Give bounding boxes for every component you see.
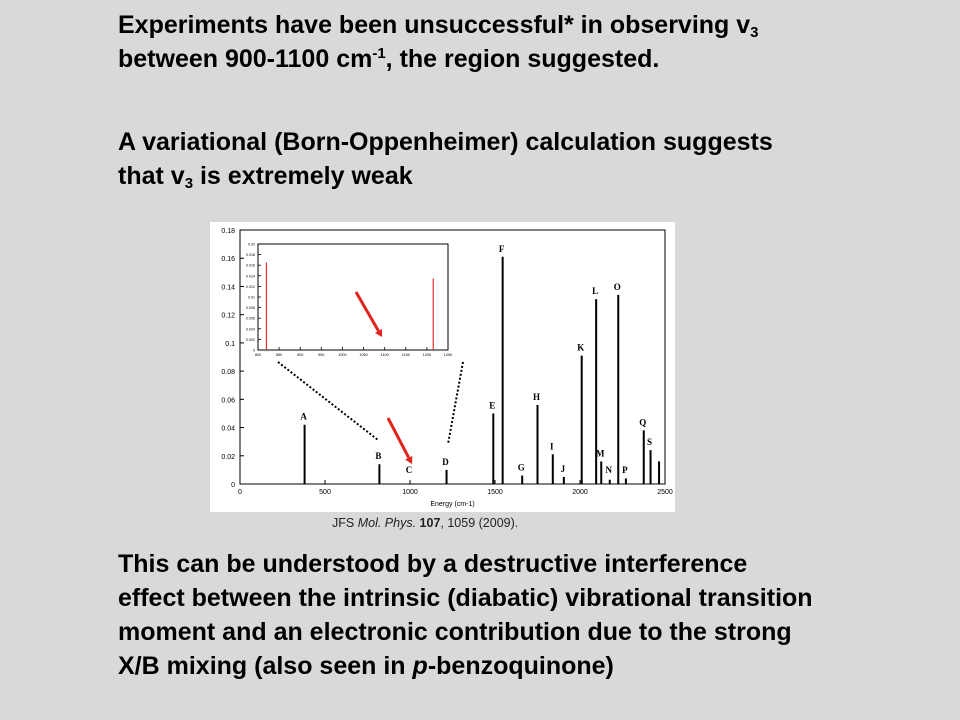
stick-label-D: D [442,457,449,467]
y-tick-label-0: 0 [231,482,235,489]
y-tick-label-7: 0.14 [221,284,235,291]
y-tick-label-6: 0.12 [221,313,235,320]
x-tick-label-2: 1000 [402,489,418,496]
stick-label-L: L [592,286,598,296]
spectrum-chart: 0 0.02 0.04 0.06 0.08 0.1 0.12 0.14 0.16 0.18 0 500… [221,228,673,508]
y-tick-label-3: 0.06 [221,397,235,404]
stick-label-K: K [577,343,584,353]
inset-y-tick-label-6: 0.012 [246,285,255,289]
stick-label-P: P [622,465,628,475]
explanation-line-1: This can be understood by a destructive … [118,550,748,578]
main-arrow-head [405,455,413,464]
explanation-line-4-end: -benzoquinone) [427,652,614,680]
inset-y-tick-label-5: 0.01 [248,296,255,300]
x-tick-label-1: 500 [319,489,331,496]
inset-x-tick-label-4: 1000 [338,353,346,357]
calculation-line-1: A variational (Born-Oppenheimer) calcula… [118,128,773,156]
inset-y-tick-label-7: 0.014 [246,274,255,278]
calculation-statement: A variational (Born-Oppenheimer) calcula… [118,125,773,193]
citation-author: JFS [332,516,358,530]
stick-label-O: O [614,282,621,292]
x-tick-label-5: 2500 [657,489,673,496]
wavenumber-superscript: -1 [372,45,386,62]
plot-frame [239,229,666,485]
y-tick-label-1: 0.02 [221,454,235,461]
inset-y-tick-label-8: 0.016 [246,264,255,268]
inset-y-tick-label-4: 0.008 [246,306,255,310]
y-tick-label-4: 0.08 [221,369,235,376]
v3-subscript-2: 3 [184,175,194,192]
explanation-line-3: moment and an electronic contribution du… [118,618,792,646]
observation-line-2: between 900-1100 cm-1, the region sugges… [118,42,759,76]
v3-subscript: 3 [750,24,759,41]
x-axis-label: Energy (cm-1) [430,501,474,508]
stick-label-G: G [518,463,525,473]
inset-x-tick-label-8: 1200 [423,353,431,357]
inset-y-tick-label-2: 0.004 [246,327,255,331]
spectrum-figure: 0 0.02 0.04 0.06 0.08 0.1 0.12 0.14 0.16 0.18 0 500… [210,222,675,512]
x-tick-label-3: 1500 [487,489,503,496]
citation-pages: , 1059 (2009). [440,516,519,530]
stick-label-F: F [499,244,505,254]
inset-frame [257,243,449,351]
explanation-line-4: X/B mixing (also seen in p-benzoquinone) [118,649,813,683]
inset-y-tick-label-9: 0.018 [246,253,255,257]
zoom-guide-right [447,361,464,445]
observation-line-1: Experiments have been unsuccessful* in o… [118,8,759,42]
explanation-line-2: effect between the intrinsic (diabatic) … [118,584,813,612]
inset-x-tick-label-2: 900 [297,353,303,357]
y-tick-label-8: 0.16 [221,256,235,263]
inset-x-tick-label-1: 850 [276,353,282,357]
y-tick-label-5: 0.1 [225,341,235,348]
inset-y-tick-label-0: 0 [253,349,255,353]
stick-label-A: A [300,412,307,422]
stick-label-C: C [406,465,413,475]
inset-y-tick-label-3: 0.006 [246,317,255,321]
observation-line-2-text: between 900-1100 cm [118,45,373,73]
inset-y-tick-label-1: 0.002 [246,338,255,342]
citation-journal: Mol. Phys. [357,516,417,530]
stick-label-B: B [375,451,381,461]
inset-x-tick-label-9: 1250 [444,353,452,357]
explanation-statement: This can be understood by a destructive … [118,547,813,683]
stick-label-N: N [606,465,613,475]
citation-volume: 107 [419,516,441,530]
main-arrow-shaft [386,417,411,459]
inset-x-tick-label-6: 1100 [381,353,389,357]
inset-x-tick-label-3: 950 [318,353,324,357]
x-tick-label-4: 2000 [572,489,588,496]
stick-label-I: I [550,441,554,451]
stick-label-H: H [533,392,540,402]
calculation-line-2: that v3 is extremely weak [118,159,773,193]
inset-x-tick-label-0: 800 [255,353,261,357]
x-tick-label-0: 0 [238,489,242,496]
y-tick-label-9: 0.18 [221,228,235,235]
calculation-line-2-text: that v [118,162,185,190]
calculation-line-2-end: is extremely weak [193,162,413,190]
zoom-guide-left [277,361,379,441]
stick-label-Q: Q [639,417,646,427]
stick-label-J: J [561,464,566,474]
stick-label-S: S [647,437,652,447]
stick-label-E: E [489,400,495,410]
stick-label-M: M [596,448,605,458]
inset-y-tick-label-10: 0.02 [248,243,255,247]
inset-x-tick-label-5: 1050 [359,353,367,357]
inset-x-tick-label-7: 1150 [402,353,410,357]
explanation-italic-p: p [412,652,428,680]
y-tick-label-2: 0.04 [221,426,235,433]
citation: JFS Mol. Phys. 107, 1059 (2009). [332,516,518,530]
observation-line-1-text: Experiments have been unsuccessful* in o… [118,11,751,39]
explanation-line-4-text: X/B mixing (also seen in [118,652,413,680]
inset-arrow-head [375,328,382,337]
observation-line-2-end: , the region suggested. [385,45,660,73]
inset-arrow-shaft [354,291,380,332]
observation-statement: Experiments have been unsuccessful* in o… [118,8,759,76]
